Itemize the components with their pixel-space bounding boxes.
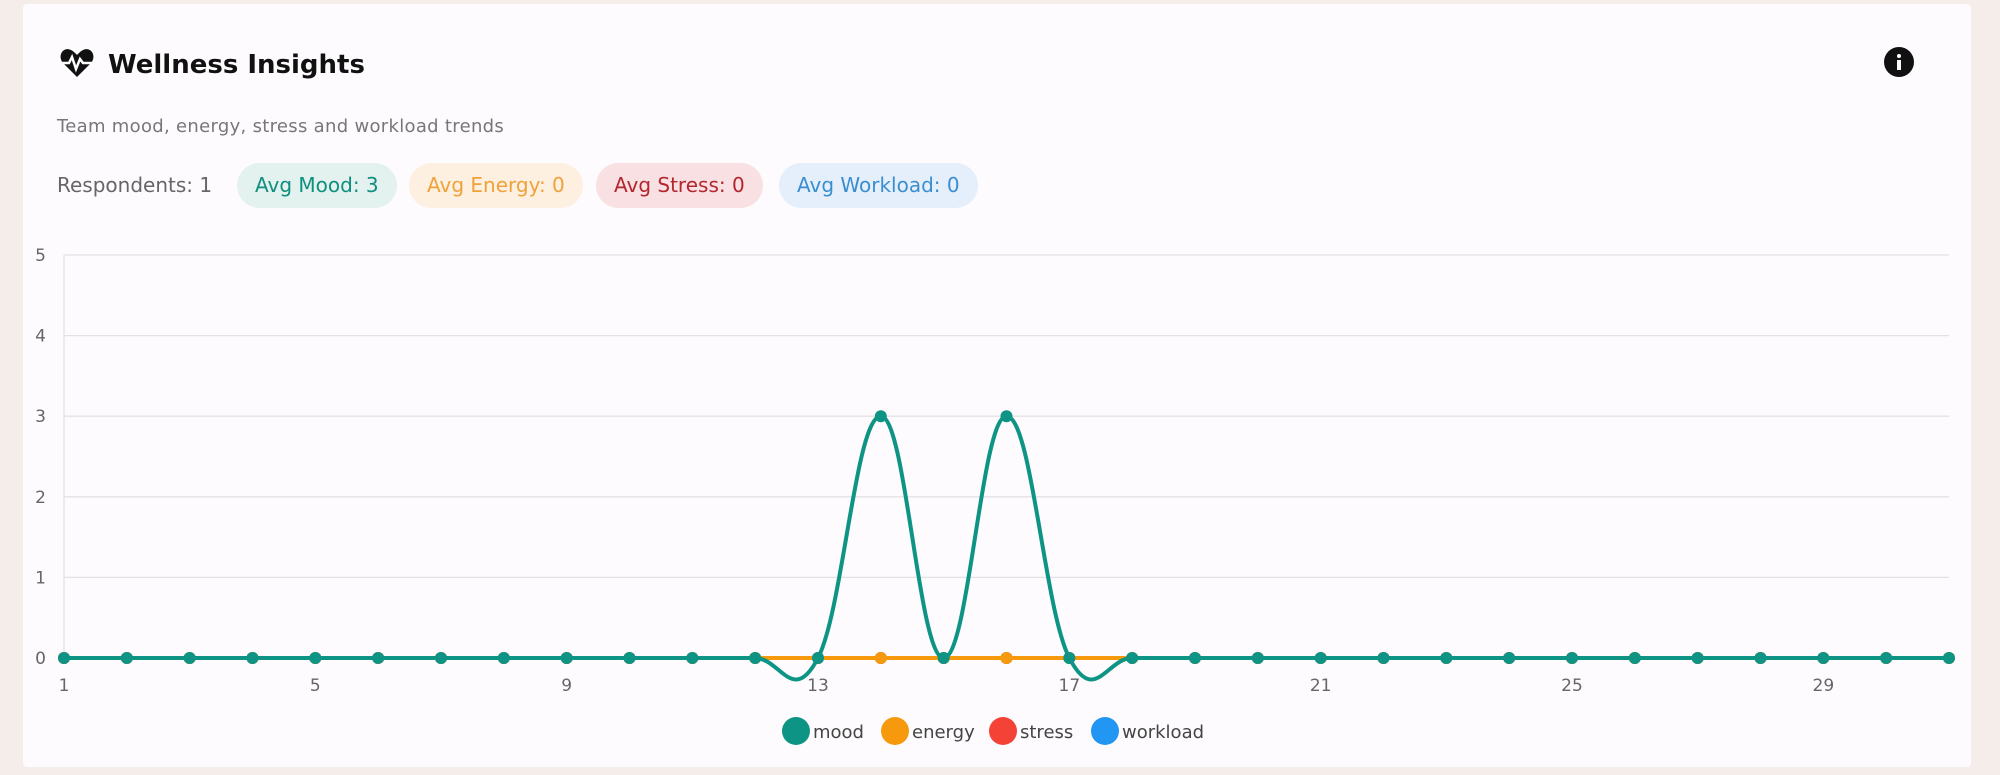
- legend-swatch: [989, 717, 1017, 745]
- point: [1943, 652, 1955, 664]
- point: [1628, 652, 1641, 664]
- subtitle: Team mood, energy, stress and workload t…: [57, 116, 505, 137]
- legend-label: workload: [1122, 722, 1204, 743]
- point: [937, 652, 950, 664]
- x-tick-label: 13: [807, 676, 829, 696]
- point: [874, 410, 887, 423]
- point: [1314, 652, 1327, 664]
- point: [183, 652, 196, 664]
- point: [686, 652, 699, 664]
- chip: Avg Energy: 0: [409, 163, 583, 208]
- point: [246, 652, 259, 664]
- chip: Avg Stress: 0: [596, 163, 763, 208]
- y-tick-label: 2: [35, 488, 46, 508]
- point: [497, 652, 510, 664]
- chip: Avg Workload: 0: [779, 163, 978, 208]
- y-tick-label: 0: [35, 649, 46, 669]
- legend-swatch: [881, 717, 909, 745]
- point: [372, 652, 385, 664]
- x-tick-label: 9: [561, 676, 572, 696]
- x-tick-label: 17: [1059, 676, 1081, 696]
- heart-icon: [60, 49, 94, 77]
- point: [1251, 652, 1264, 664]
- line: [64, 414, 1949, 682]
- point: [1189, 652, 1201, 664]
- x-tick-label: 25: [1561, 676, 1583, 696]
- point: [623, 652, 636, 664]
- point: [1691, 652, 1704, 664]
- legend-swatch: [782, 717, 810, 745]
- legend-label: energy: [912, 722, 975, 743]
- respondents: Respondents: 1: [57, 173, 213, 197]
- point: [812, 652, 824, 664]
- point: [120, 652, 133, 664]
- point: [58, 652, 70, 664]
- card: Wellness Insights Team mood, energy, str…: [23, 4, 1971, 767]
- point: [1063, 652, 1076, 664]
- x-tick-label: 21: [1310, 676, 1332, 696]
- x-tick-label: 5: [310, 676, 321, 696]
- point: [1440, 652, 1453, 664]
- point: [560, 652, 573, 664]
- point: [309, 652, 322, 664]
- point: [1880, 652, 1893, 664]
- point: [749, 652, 762, 664]
- point: [1817, 652, 1830, 664]
- y-tick-label: 3: [35, 407, 46, 427]
- y-tick-label: 1: [35, 568, 46, 588]
- title: Wellness Insights: [108, 50, 365, 80]
- legend-label: mood: [813, 722, 864, 743]
- x-tick-label: 29: [1813, 676, 1835, 696]
- chip: Avg Mood: 3: [237, 163, 397, 208]
- x-tick-label: 1: [59, 676, 70, 696]
- legend-label: stress: [1020, 722, 1073, 743]
- point: [1377, 652, 1390, 664]
- point: [1754, 652, 1767, 664]
- point: [874, 652, 887, 664]
- point: [1126, 652, 1139, 664]
- point: [1000, 652, 1013, 664]
- y-tick-label: 5: [35, 246, 46, 266]
- point: [1566, 652, 1578, 664]
- legend-swatch: [1091, 717, 1119, 745]
- point: [435, 652, 447, 664]
- y-tick-label: 4: [35, 327, 46, 347]
- info-button[interactable]: [1884, 47, 1914, 77]
- point: [1000, 410, 1013, 423]
- point: [1503, 652, 1516, 664]
